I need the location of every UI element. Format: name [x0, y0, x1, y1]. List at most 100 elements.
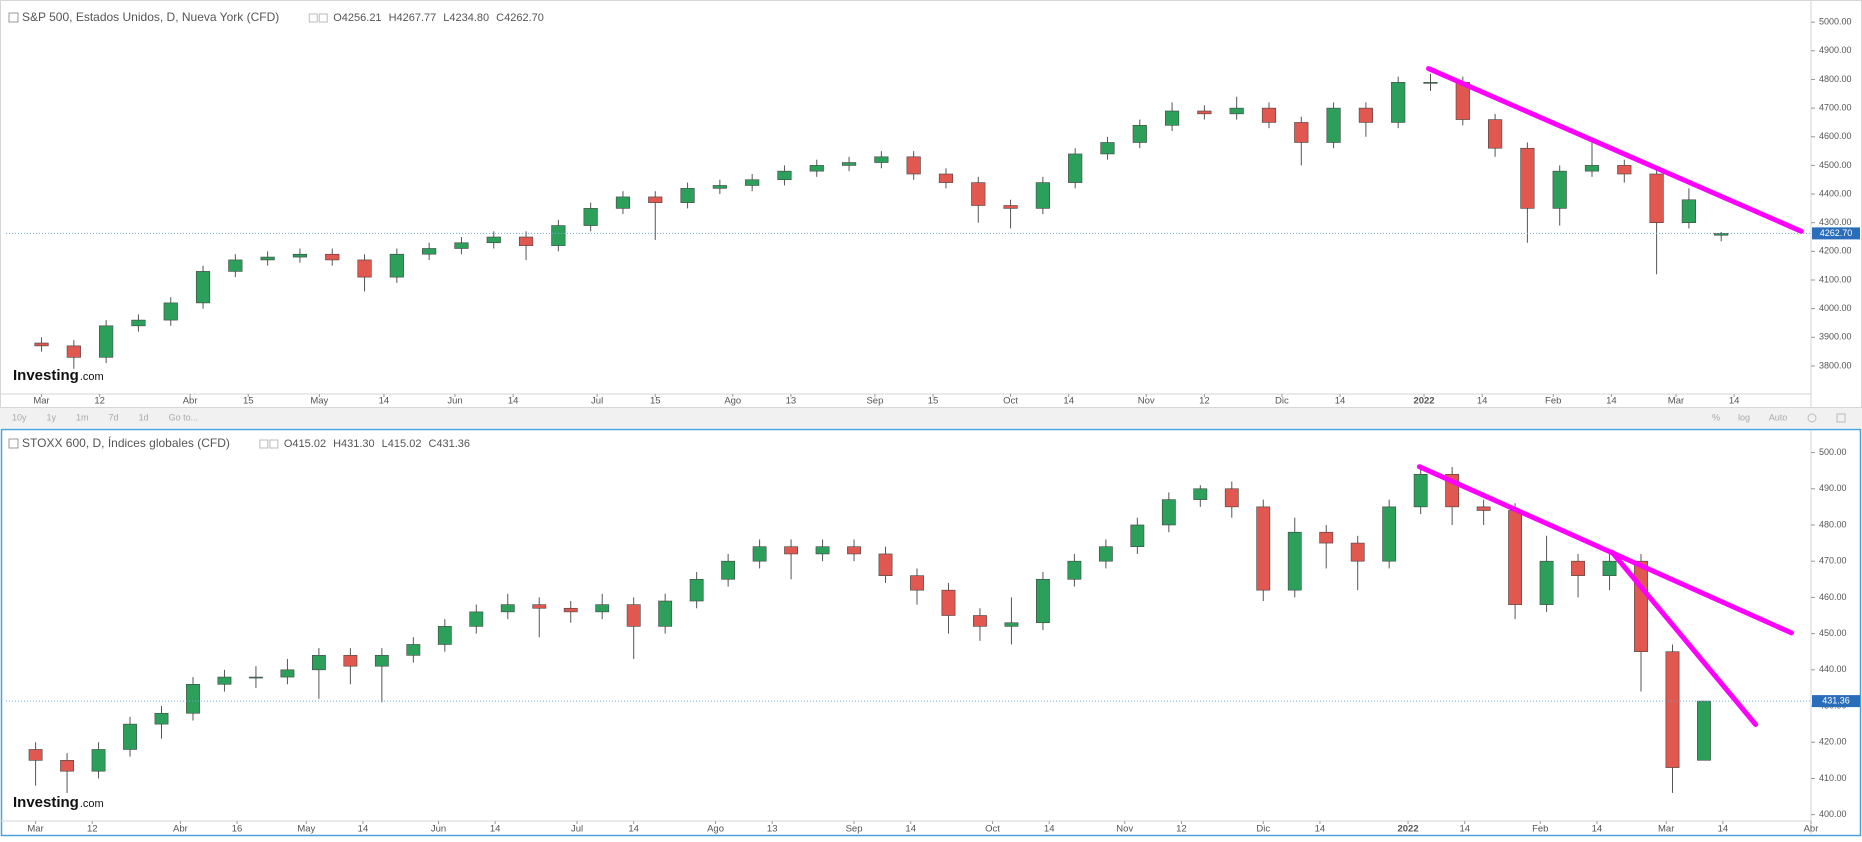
range-button[interactable]: 1d	[139, 412, 149, 422]
y-tick-label: 4200.00	[1819, 246, 1852, 256]
candle-body	[292, 253, 308, 258]
x-tick-label: Mar	[1668, 396, 1684, 407]
candle-body	[518, 236, 534, 246]
candle-body	[1391, 82, 1406, 123]
x-tick-label: Nov	[1116, 824, 1133, 835]
candle-body	[551, 225, 566, 246]
candle-body	[195, 271, 211, 304]
candle-body	[374, 655, 389, 667]
range-button[interactable]: 10y	[12, 412, 27, 422]
candle-body	[1571, 560, 1585, 576]
candle-body	[938, 173, 954, 183]
candle-body	[186, 683, 200, 714]
x-tick-label: 14	[1044, 824, 1055, 835]
option-button[interactable]: log	[1738, 412, 1750, 422]
x-tick-label: Oct	[985, 824, 1000, 835]
candle-body	[712, 185, 727, 189]
candle-body	[406, 644, 421, 656]
x-tick-label: Jun	[447, 396, 462, 407]
candle-body	[454, 242, 469, 249]
x-tick-label: 14	[1315, 824, 1326, 835]
candle-body	[500, 604, 515, 613]
option-button[interactable]: Auto	[1769, 412, 1788, 422]
candle-body	[941, 589, 956, 616]
y-tick-label: 410.00	[1819, 773, 1847, 783]
candle-body	[469, 611, 484, 627]
candle-body	[154, 712, 169, 725]
x-tick-label: Feb	[1532, 824, 1548, 835]
candle-body	[1261, 107, 1277, 123]
y-tick-label: 420.00	[1819, 737, 1847, 747]
candle-body	[1520, 147, 1535, 209]
candle-body	[1130, 524, 1145, 547]
x-tick-label: 14	[1592, 824, 1603, 835]
goto-button[interactable]: Go to...	[169, 412, 199, 422]
y-tick-label: 4000.00	[1819, 303, 1852, 313]
y-tick-label: 4500.00	[1819, 160, 1852, 170]
x-tick-label: Jul	[571, 824, 583, 835]
candle-body	[357, 259, 372, 278]
x-tick-label: 14	[1335, 396, 1346, 407]
y-tick-label: 490.00	[1819, 483, 1847, 493]
candle-body	[878, 553, 893, 576]
candle-body	[1552, 170, 1567, 209]
candle-body	[99, 325, 114, 358]
watermark-suffix: .com	[80, 371, 104, 383]
candle-body	[91, 749, 106, 772]
candle-body	[486, 236, 501, 244]
candle-body	[1098, 546, 1113, 562]
x-tick-label: 14	[358, 824, 369, 835]
fullscreen-icon	[1836, 413, 1846, 423]
candle-body	[595, 604, 610, 613]
candle-body	[389, 253, 404, 278]
candle-body	[1413, 473, 1428, 508]
ohlc-value: C431.36	[428, 438, 470, 450]
x-tick-label: Ago	[707, 824, 724, 835]
candle-body	[1634, 560, 1648, 653]
last-price-label: 431.36	[1822, 695, 1850, 705]
candle-body	[1287, 531, 1302, 591]
x-tick-label: Ago	[724, 396, 741, 407]
candle-body	[973, 615, 987, 627]
x-tick-label: 13	[786, 396, 797, 407]
ohlc-value: L4234.80	[443, 12, 489, 24]
range-button[interactable]: 7d	[109, 412, 119, 422]
candle-body	[1229, 107, 1244, 115]
candle-body	[906, 156, 921, 175]
candle-body	[1697, 700, 1711, 761]
watermark: Investing	[13, 367, 79, 384]
candle-body	[1067, 560, 1082, 580]
x-tick-label: Mar	[33, 396, 49, 407]
x-tick-label: 14	[905, 824, 916, 835]
ohlc-value: H4267.77	[389, 12, 437, 24]
candle-body	[745, 179, 760, 186]
candle-body	[1003, 205, 1018, 209]
candle-body	[325, 253, 340, 261]
x-tick-label: 14	[508, 396, 519, 407]
candle-body	[249, 676, 263, 679]
x-tick-label: 12	[1176, 824, 1187, 835]
candle-body	[563, 607, 578, 613]
candle-body	[910, 575, 924, 591]
x-tick-label: 14	[628, 824, 639, 835]
range-button[interactable]: 1y	[47, 412, 57, 422]
candle-body	[34, 342, 49, 347]
candle-body	[280, 669, 295, 678]
ohlc-value: C4262.70	[496, 12, 544, 24]
option-button[interactable]: %	[1712, 412, 1720, 422]
ohlc-value: H431.30	[333, 438, 375, 450]
trend-line	[1426, 66, 1804, 234]
ohlc-value: L415.02	[382, 438, 422, 450]
x-tick-label: Abr	[183, 396, 198, 407]
candle-body	[343, 655, 358, 667]
candle-body	[658, 600, 673, 627]
candle-body	[784, 546, 798, 555]
candle-body	[1197, 110, 1212, 115]
range-button[interactable]: 1m	[76, 412, 89, 422]
x-tick-label: 14	[1063, 396, 1074, 407]
collapse-icon	[8, 438, 19, 449]
candle-body	[217, 676, 232, 685]
candle-body	[532, 604, 547, 609]
candle-body	[131, 319, 146, 327]
